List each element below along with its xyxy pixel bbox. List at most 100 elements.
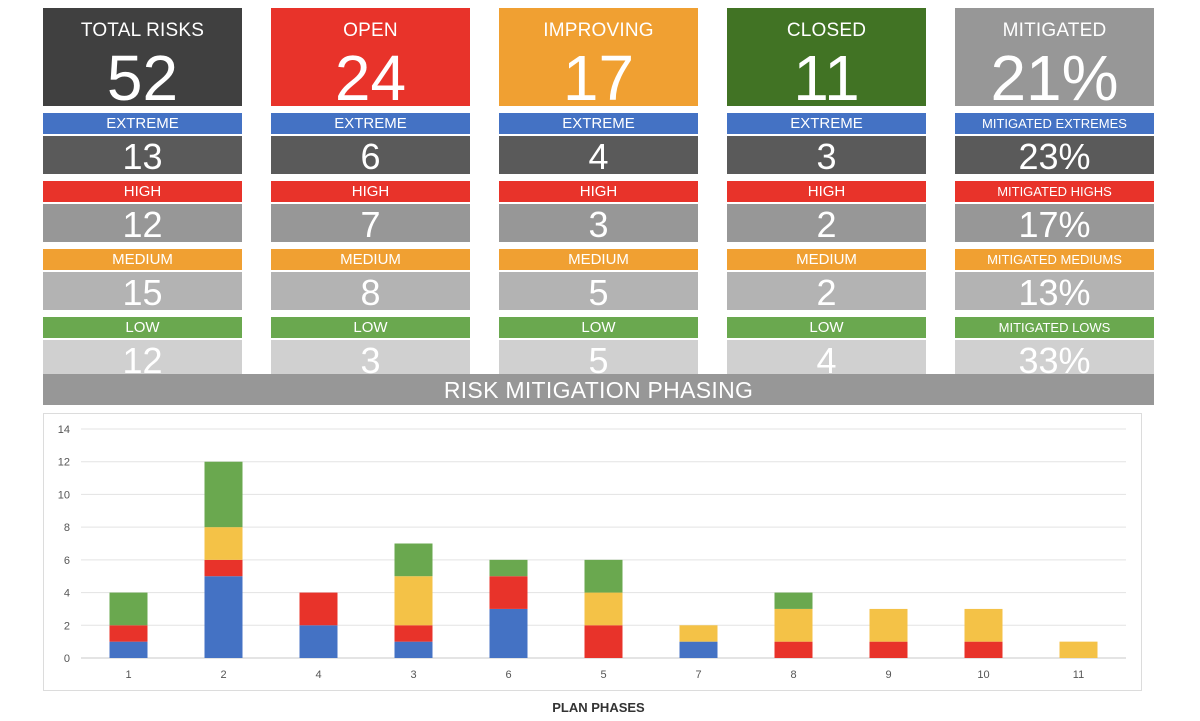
- card-value: 21%: [990, 42, 1119, 114]
- row-label-mitigated-lows: MITIGATED LOWS: [955, 317, 1154, 338]
- row-value-low: 5: [499, 340, 698, 378]
- row-label-high: HIGH: [271, 181, 470, 202]
- bar-segment: [299, 592, 338, 626]
- card-value: 17: [562, 42, 635, 114]
- row-label-extreme: EXTREME: [727, 113, 926, 134]
- x-tick-label: 7: [695, 669, 701, 681]
- row-value-mitigated-lows: 33%: [955, 340, 1154, 378]
- row-label-medium: MEDIUM: [499, 249, 698, 270]
- row-value-mitigated-highs: 17%: [955, 204, 1154, 242]
- row-value-extreme: 3: [727, 136, 926, 174]
- row-value-low: 12: [43, 340, 242, 378]
- y-tick-label: 6: [64, 555, 70, 567]
- x-tick-label: 6: [505, 669, 511, 681]
- card-header: TOTAL RISKS 52: [43, 8, 242, 114]
- bar-segment: [584, 625, 623, 658]
- row-value-high: 7: [271, 204, 470, 242]
- card-total-risks: TOTAL RISKS 52 EXTREME 13 HIGH 12 MEDIUM…: [43, 8, 242, 378]
- row-label-high: HIGH: [43, 181, 242, 202]
- row-label-medium: MEDIUM: [727, 249, 926, 270]
- row-value-medium: 5: [499, 272, 698, 310]
- row-value-extreme: 4: [499, 136, 698, 174]
- row-label-low: LOW: [499, 317, 698, 338]
- bar-segment: [774, 608, 813, 642]
- bar-segment: [109, 592, 148, 626]
- y-tick-label: 2: [64, 620, 70, 632]
- row-label-high: HIGH: [727, 181, 926, 202]
- bar-segment: [489, 559, 528, 577]
- bar-segment: [109, 625, 148, 642]
- bar-segment: [394, 641, 433, 658]
- y-tick-label: 14: [58, 424, 70, 436]
- row-label-extreme: EXTREME: [43, 113, 242, 134]
- card-title: CLOSED: [786, 20, 867, 41]
- row-label-mitigated-extremes: MITIGATED EXTREMES: [955, 113, 1154, 134]
- row-label-extreme: EXTREME: [271, 113, 470, 134]
- row-value-medium: 8: [271, 272, 470, 310]
- row-value-medium: 2: [727, 272, 926, 310]
- card-title: MITIGATED: [1002, 20, 1107, 41]
- card-closed: CLOSED 11 EXTREME 3 HIGH 2 MEDIUM 2 LOW …: [727, 8, 926, 378]
- x-tick-label: 4: [315, 669, 321, 681]
- y-tick-label: 8: [64, 522, 70, 534]
- bar-segment: [394, 625, 433, 642]
- row-value-low: 4: [727, 340, 926, 378]
- row-label-mitigated-highs: MITIGATED HIGHS: [955, 181, 1154, 202]
- row-value-mitigated-mediums: 13%: [955, 272, 1154, 310]
- x-tick-label: 3: [410, 669, 416, 681]
- row-label-low: LOW: [271, 317, 470, 338]
- card-improving: IMPROVING 17 EXTREME 4 HIGH 3 MEDIUM 5 L…: [499, 8, 698, 378]
- bar-segment: [204, 527, 243, 560]
- card-title: OPEN: [343, 20, 398, 41]
- bar-segment: [869, 608, 908, 642]
- bar-segment: [109, 641, 148, 658]
- y-tick-label: 4: [64, 588, 70, 600]
- bar-segment: [679, 641, 718, 658]
- bar-segment: [489, 576, 528, 609]
- bar-segment: [394, 576, 433, 626]
- card-value: 52: [106, 42, 179, 114]
- row-value-extreme: 13: [43, 136, 242, 174]
- card-header: MITIGATED 21%: [955, 8, 1154, 114]
- bar-segment: [774, 592, 813, 609]
- row-label-extreme: EXTREME: [499, 113, 698, 134]
- bar-segment: [299, 625, 338, 658]
- x-tick-label: 11: [1073, 669, 1084, 681]
- row-value-high: 12: [43, 204, 242, 242]
- card-value: 11: [793, 42, 860, 114]
- row-value-low: 3: [271, 340, 470, 378]
- x-tick-label: 2: [220, 669, 226, 681]
- chart-banner: RISK MITIGATION PHASING: [43, 374, 1154, 405]
- row-label-mitigated-mediums: MITIGATED MEDIUMS: [955, 249, 1154, 270]
- bar-segment: [394, 543, 433, 577]
- row-value-high: 3: [499, 204, 698, 242]
- x-tick-label: 1: [125, 669, 131, 681]
- bar-segment: [964, 608, 1003, 642]
- y-tick-label: 0: [64, 653, 70, 665]
- card-open: OPEN 24 EXTREME 6 HIGH 7 MEDIUM 8 LOW 3: [271, 8, 470, 378]
- card-header: OPEN 24: [271, 8, 470, 114]
- row-label-low: LOW: [43, 317, 242, 338]
- row-value-mitigated-extremes: 23%: [955, 136, 1154, 174]
- bar-segment: [1059, 641, 1098, 658]
- x-tick-label: 8: [790, 669, 796, 681]
- row-label-low: LOW: [727, 317, 926, 338]
- row-value-high: 2: [727, 204, 926, 242]
- row-label-high: HIGH: [499, 181, 698, 202]
- card-mitigated: MITIGATED 21% MITIGATED EXTREMES 23% MIT…: [955, 8, 1154, 378]
- bar-segment: [964, 641, 1003, 658]
- bar-segment: [869, 641, 908, 658]
- x-tick-label: 10: [977, 669, 989, 681]
- card-title: TOTAL RISKS: [80, 20, 205, 41]
- y-tick-label: 10: [58, 489, 70, 501]
- card-header: IMPROVING 17: [499, 8, 698, 114]
- bar-segment: [679, 625, 718, 642]
- x-tick-label: 5: [600, 669, 606, 681]
- bar-segment: [204, 576, 243, 658]
- card-header: CLOSED 11: [727, 8, 926, 114]
- row-value-medium: 15: [43, 272, 242, 310]
- chart-area: 0 2 4 6 8 10 12 14 1 2 4 3 6 5 7 8 9 10 11: [43, 413, 1142, 691]
- row-label-medium: MEDIUM: [43, 249, 242, 270]
- row-value-extreme: 6: [271, 136, 470, 174]
